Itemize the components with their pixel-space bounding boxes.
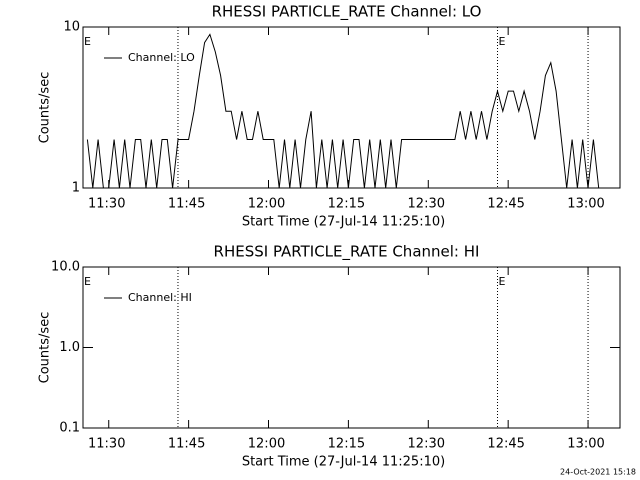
- chart-title: RHESSI PARTICLE_RATE Channel: LO: [212, 3, 482, 22]
- x-tick-label: 13:00: [567, 197, 604, 212]
- event-marker: E: [84, 35, 91, 48]
- x-tick-label: 11:45: [168, 437, 205, 452]
- x-tick-label: 13:00: [567, 437, 604, 452]
- y-tick-label: 10.0: [51, 260, 80, 275]
- x-tick-label: 12:45: [487, 437, 524, 452]
- chart-title: RHESSI PARTICLE_RATE Channel: HI: [214, 243, 480, 262]
- event-marker: E: [84, 275, 91, 288]
- y-axis-label: Counts/sec: [38, 312, 53, 384]
- event-marker: E: [499, 35, 506, 48]
- event-marker: E: [499, 275, 506, 288]
- x-axis-label: Start Time (27-Jul-14 11:25:10): [242, 455, 445, 470]
- y-tick-label: 1: [72, 181, 80, 196]
- x-tick-label: 11:30: [88, 437, 125, 452]
- x-tick-label: 12:45: [487, 197, 524, 212]
- x-tick-label: 12:15: [328, 197, 365, 212]
- data-line: [86, 33, 600, 189]
- plot-frame: [82, 26, 621, 189]
- x-axis-label: Start Time (27-Jul-14 11:25:10): [242, 215, 445, 230]
- y-tick-label: 10: [63, 20, 80, 35]
- x-tick-label: 11:45: [168, 197, 205, 212]
- x-tick-label: 12:30: [408, 197, 445, 212]
- legend-label: Channel: HI: [128, 291, 192, 304]
- x-tick-label: 12:30: [408, 437, 445, 452]
- footer-timestamp: 24-Oct-2021 15:18: [560, 468, 636, 477]
- x-tick-label: 12:00: [248, 197, 285, 212]
- y-axis-label: Counts/sec: [38, 72, 53, 144]
- legend-label: Channel: LO: [128, 51, 195, 64]
- y-tick-label: 1.0: [59, 340, 80, 355]
- x-tick-label: 12:15: [328, 437, 365, 452]
- y-tick-label: 0.1: [59, 421, 80, 436]
- x-tick-label: 12:00: [248, 437, 285, 452]
- x-tick-label: 11:30: [88, 197, 125, 212]
